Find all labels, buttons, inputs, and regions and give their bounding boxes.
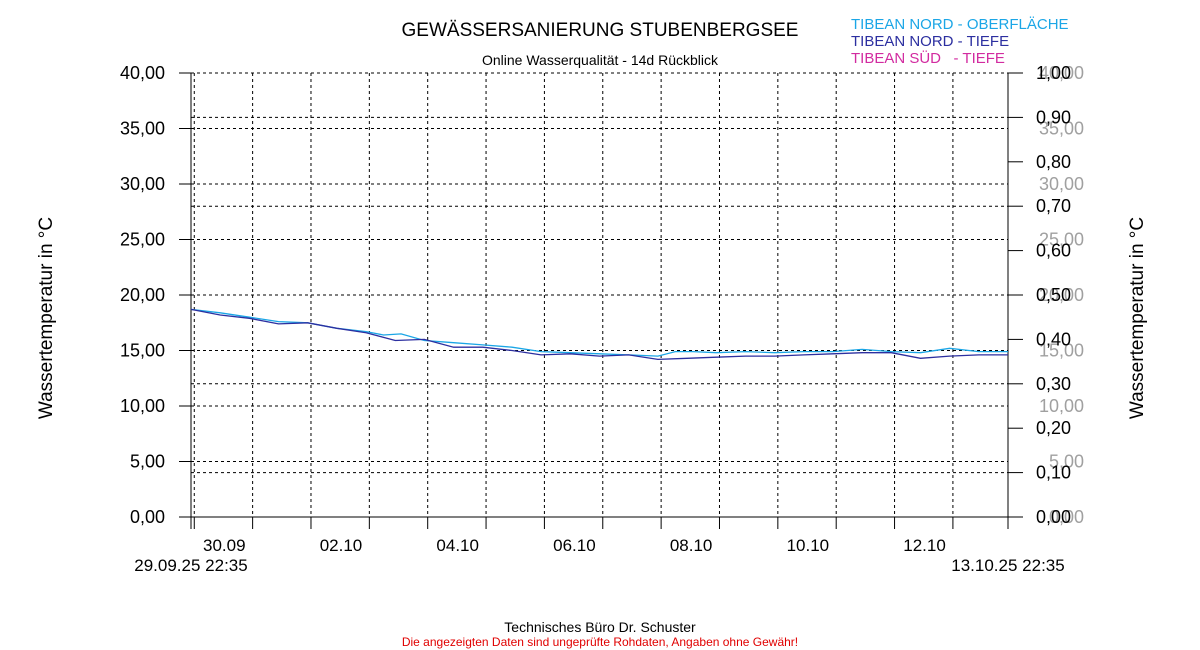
y-axis-left-tick-label: 5,00 — [130, 452, 165, 472]
series-line — [190, 308, 1008, 357]
y-axis-left-tick-label: 10,00 — [120, 396, 165, 416]
legend-entry: TIBEAN SÜD - TIEFE — [851, 49, 1005, 67]
y-axis-left-tick-label: 0,00 — [130, 507, 165, 527]
series-lines — [190, 308, 1008, 361]
legend-entry: TIBEAN NORD - OBERFLÄCHE — [851, 16, 1069, 33]
x-axis-tick-label: 30.09 — [203, 536, 246, 555]
y-axis-right-grey-tick-label: 15,00 — [1039, 341, 1084, 361]
y-axis-left-ticks: 0,00 5,00 10,00 15,00 20,00 25,00 30,00 35,00 40… — [120, 63, 165, 527]
y-axis-right-tick-label: 0,80 — [1036, 152, 1071, 172]
y-axis-right-grey-tick-label: 5,00 — [1049, 452, 1084, 472]
y-axis-left-label: Wassertemperatur in °C — [36, 217, 57, 419]
x-axis-tick-label: 02.10 — [320, 536, 363, 555]
x-axis-tick-label: 10.10 — [787, 536, 830, 555]
y-axis-right-ticks: 0,00 5,00 10,00 15,00 20,00 25,00 30,00 35,00 40… — [1036, 63, 1084, 527]
y-axis-left-tick-label: 35,00 — [120, 119, 165, 139]
y-axis-right-tick-label: 0,40 — [1036, 329, 1071, 349]
y-axis-left-tick-label: 25,00 — [120, 230, 165, 250]
y-axis-right-grey-tick-label: 20,00 — [1039, 285, 1084, 305]
footer-credit: Technisches Büro Dr. Schuster — [504, 619, 696, 635]
chart-title: GEWÄSSERSANIERUNG STUBENBERGSEE — [402, 20, 799, 41]
x-axis-end-label: 13.10.25 22:35 — [951, 556, 1064, 575]
y-axis-right-label: Wassertemperatur in °C — [1127, 217, 1148, 419]
y-axis-right-grey-tick-label: 30,00 — [1039, 174, 1084, 194]
y-axis-left-tick-label: 40,00 — [120, 63, 165, 83]
y-axis-left-tick-label: 20,00 — [120, 285, 165, 305]
y-axis-left-tick-label: 15,00 — [120, 341, 165, 361]
x-axis-start-label: 29.09.25 22:35 — [134, 556, 247, 575]
y-axis-right-tick-label: 0,20 — [1036, 418, 1071, 438]
x-axis-tick-label: 04.10 — [436, 536, 479, 555]
x-axis-tick-label: 08.10 — [670, 536, 713, 555]
footer-disclaimer: Die angezeigten Daten sind ungeprüfte Ro… — [402, 635, 798, 649]
y-axis-right-grey-tick-label: 0,00 — [1049, 507, 1084, 527]
y-axis-right-grey-tick-label: 10,00 — [1039, 396, 1084, 416]
y-axis-right-grey-tick-label: 25,00 — [1039, 230, 1084, 250]
y-axis-right-tick-label: 0,70 — [1036, 196, 1071, 216]
series-line — [190, 308, 1008, 361]
x-axis-ticks: 30.09 02.10 04.10 06.10 08.10 10.10 12.10 — [203, 536, 946, 555]
y-axis-right-tick-label: 1,00 — [1036, 63, 1071, 83]
legend-entry: TIBEAN NORD - TIEFE — [851, 33, 1009, 50]
y-axis-right-tick-label: 0,30 — [1036, 374, 1071, 394]
y-axis-right-tick-label: 0,90 — [1036, 107, 1071, 127]
y-axis-right-tick-label: 0,00 — [1036, 507, 1071, 527]
chart-subtitle: Online Wasserqualität - 14d Rückblick — [482, 52, 719, 68]
axes — [179, 72, 1023, 529]
y-axis-right-tick-label: 0,50 — [1036, 285, 1071, 305]
y-axis-right-grey-tick-label: 35,00 — [1039, 119, 1084, 139]
y-axis-left-tick-label: 30,00 — [120, 174, 165, 194]
x-axis-tick-label: 06.10 — [553, 536, 596, 555]
y-axis-right-tick-label: 0,10 — [1036, 463, 1071, 483]
y-axis-right-grey-tick-label: 40,00 — [1039, 63, 1084, 83]
x-axis-tick-label: 12.10 — [903, 536, 946, 555]
y-axis-right-tick-label: 0,60 — [1036, 241, 1071, 261]
grid — [191, 72, 1008, 517]
